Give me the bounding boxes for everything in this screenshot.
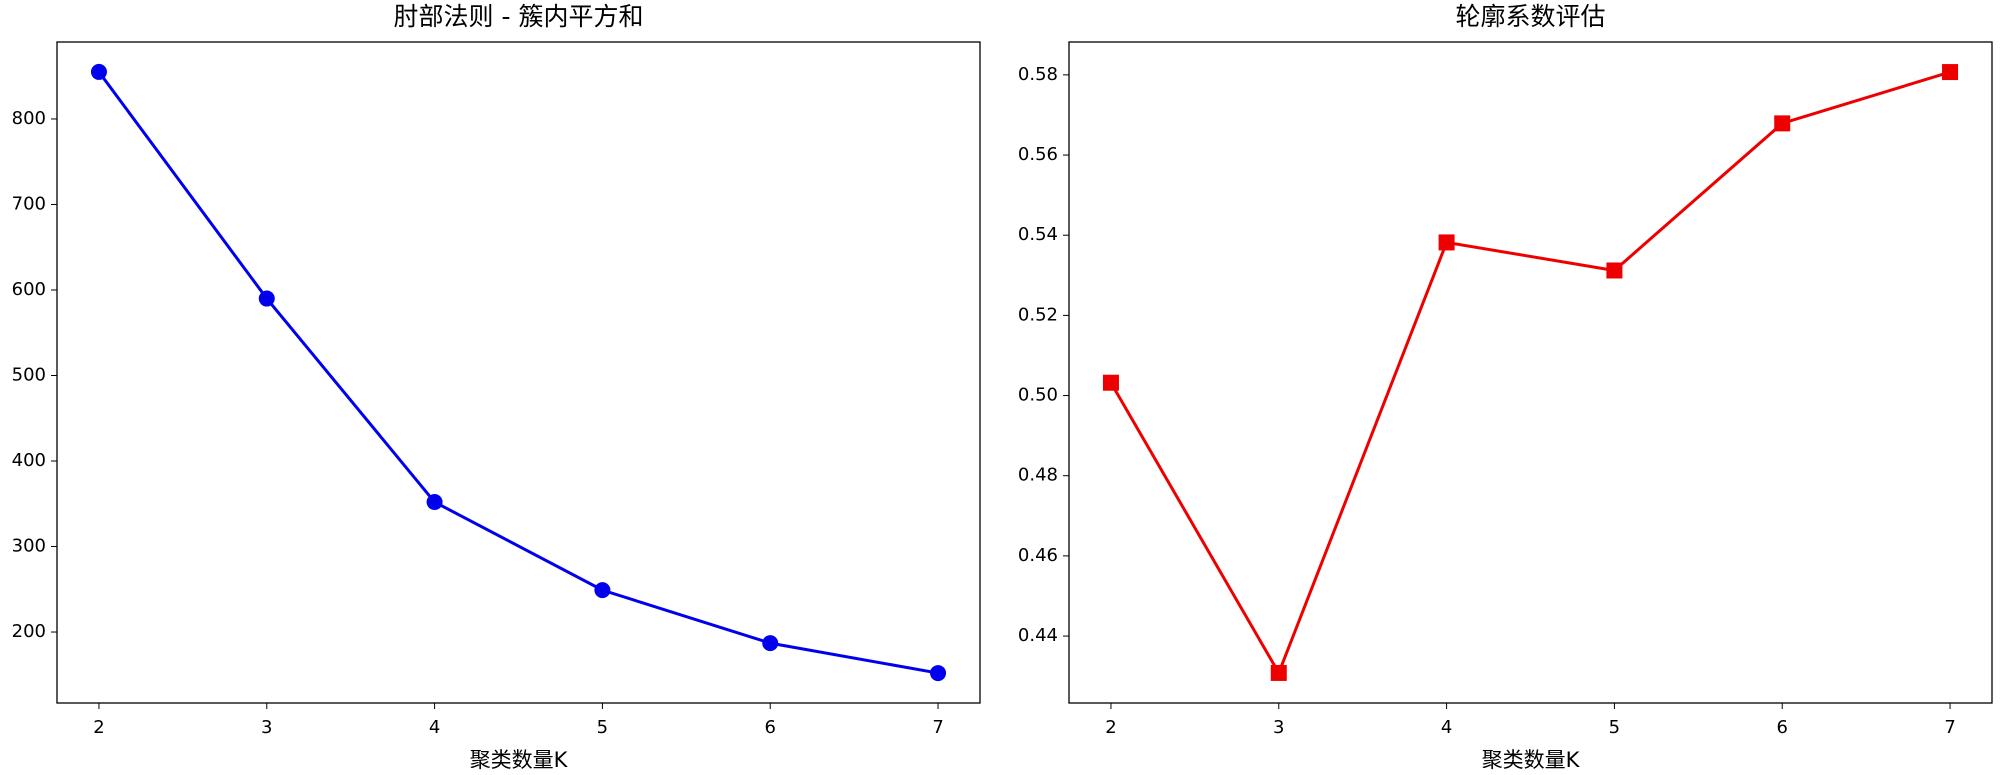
point: [930, 665, 947, 682]
plot-frame: [56, 41, 981, 704]
point: [1102, 374, 1119, 391]
point: [1942, 64, 1959, 81]
point: [1438, 234, 1455, 251]
point: [258, 290, 275, 307]
y-tick-label: 600: [12, 279, 46, 300]
y-tick-label: 500: [12, 364, 46, 385]
series-line: [1109, 70, 1951, 677]
y-tick-label: 0.54: [1018, 224, 1058, 245]
series-line: [97, 71, 939, 675]
point: [1606, 262, 1623, 279]
y-tick-label: 0.44: [1018, 625, 1058, 646]
x-tick-label: 2: [1105, 717, 1116, 738]
chart-title: 肘部法则 - 簇内平方和: [394, 2, 644, 31]
x-tick-label: 7: [932, 717, 943, 738]
y-tick-label: 0.48: [1018, 465, 1058, 486]
x-tick-label: 3: [261, 717, 272, 738]
point: [90, 63, 107, 80]
y-tick-label: 200: [12, 621, 46, 642]
y-tick-label: 0.58: [1018, 64, 1058, 85]
y-tick-label: 0.50: [1018, 385, 1058, 406]
y-tick-label: 0.52: [1018, 304, 1058, 325]
chart-title: 轮廓系数评估: [1455, 2, 1605, 31]
x-tick-label: 5: [597, 717, 608, 738]
y-tick-label: 300: [12, 536, 46, 557]
x-tick-label: 4: [1441, 717, 1452, 738]
y-tick-label: 700: [12, 193, 46, 214]
point: [594, 582, 611, 599]
x-tick-label: 3: [1273, 717, 1284, 738]
point: [426, 494, 443, 511]
x-axis-label: 聚类数量K: [470, 748, 569, 772]
x-tick-label: 5: [1609, 717, 1620, 738]
point: [1774, 115, 1791, 132]
point: [1270, 664, 1287, 681]
x-axis-label: 聚类数量K: [1482, 748, 1581, 772]
point: [762, 635, 779, 652]
plot-frame: [1068, 41, 1993, 704]
x-tick-label: 7: [1944, 717, 1955, 738]
x-tick-label: 4: [429, 717, 440, 738]
x-tick-label: 6: [765, 717, 776, 738]
y-tick-label: 400: [12, 450, 46, 471]
x-tick-label: 2: [93, 717, 104, 738]
y-tick-label: 0.56: [1018, 144, 1058, 165]
y-tick-label: 800: [12, 108, 46, 129]
y-tick-label: 0.46: [1018, 545, 1058, 566]
x-tick-label: 6: [1777, 717, 1788, 738]
